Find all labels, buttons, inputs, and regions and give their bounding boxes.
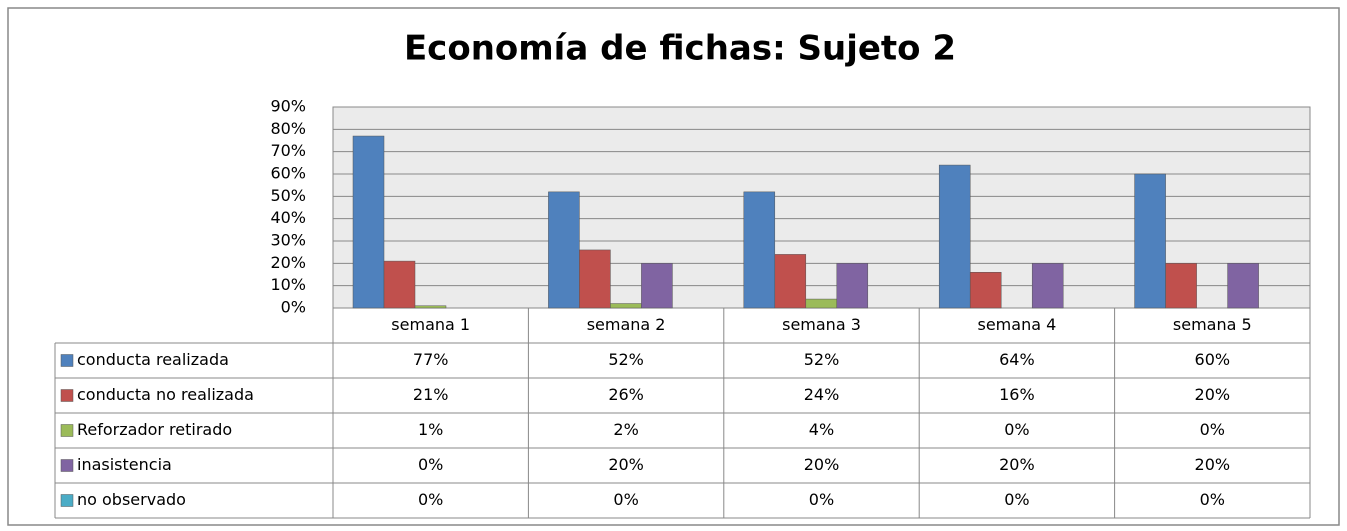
bar — [1031, 263, 1064, 309]
bar — [1134, 173, 1166, 309]
data-table-cell: 60% — [1195, 350, 1231, 369]
bar — [805, 298, 838, 309]
legend-key — [60, 494, 74, 507]
bar — [548, 191, 580, 309]
bar — [641, 263, 673, 309]
legend-key — [60, 424, 74, 437]
data-table-cell: 0% — [1200, 490, 1225, 509]
legend-label: Reforzador retirado — [77, 420, 232, 439]
data-table-cell: 0% — [613, 490, 638, 509]
bar — [938, 164, 971, 309]
x-tick-label: semana 5 — [1173, 315, 1252, 334]
bar — [969, 272, 1002, 309]
data-table-cell: 24% — [804, 385, 840, 404]
legend-key — [60, 354, 74, 367]
data-table-cell: 0% — [1004, 490, 1029, 509]
data-table-cell: 0% — [418, 455, 443, 474]
data-table-cell: 20% — [804, 455, 840, 474]
data-table-cell: 0% — [418, 490, 443, 509]
legend-key — [60, 459, 74, 472]
data-table-cell: 1% — [418, 420, 443, 439]
data-table-cell: 4% — [809, 420, 834, 439]
y-tick-label: 50% — [270, 186, 306, 205]
bar — [579, 249, 611, 309]
x-tick-label: semana 4 — [978, 315, 1057, 334]
bar — [1165, 263, 1197, 309]
y-tick-label: 80% — [270, 119, 306, 138]
bar — [610, 303, 642, 309]
bar — [414, 305, 447, 309]
y-tick-label: 90% — [270, 97, 306, 116]
x-tick-label: semana 2 — [587, 315, 666, 334]
bar — [774, 254, 807, 309]
bar — [352, 135, 385, 309]
bar — [1227, 263, 1259, 309]
data-table-cell: 52% — [804, 350, 840, 369]
chart-title: Economía de fichas: Sujeto 2 — [404, 29, 956, 69]
legend-label: conducta realizada — [77, 350, 229, 369]
data-table-cell: 0% — [809, 490, 834, 509]
y-tick-label: 20% — [270, 253, 306, 272]
data-table-cell: 20% — [1195, 455, 1231, 474]
data-table-cell: 16% — [999, 385, 1035, 404]
data-table-cell: 2% — [613, 420, 638, 439]
y-tick-label: 0% — [281, 298, 306, 317]
data-table-cell: 0% — [1200, 420, 1225, 439]
y-tick-label: 30% — [270, 231, 306, 250]
y-tick-label: 10% — [270, 275, 306, 294]
y-tick-label: 60% — [270, 164, 306, 183]
bar — [383, 260, 416, 309]
bar — [743, 191, 776, 309]
legend-label: inasistencia — [77, 455, 172, 474]
data-table-cell: 21% — [413, 385, 449, 404]
y-tick-label: 70% — [270, 141, 306, 160]
data-table-cell: 20% — [608, 455, 644, 474]
legend-key — [60, 389, 74, 402]
data-table-cell: 77% — [413, 350, 449, 369]
bar — [836, 263, 869, 309]
data-table-cell: 52% — [608, 350, 644, 369]
data-table-cell: 20% — [1195, 385, 1231, 404]
data-table-cell: 0% — [1004, 420, 1029, 439]
data-table-cell: 64% — [999, 350, 1035, 369]
legend-label: no observado — [77, 490, 186, 509]
x-tick-label: semana 1 — [391, 315, 470, 334]
y-tick-label: 40% — [270, 208, 306, 227]
data-table-cell: 20% — [999, 455, 1035, 474]
data-table-cell: 26% — [608, 385, 644, 404]
x-tick-label: semana 3 — [782, 315, 861, 334]
legend-label: conducta no realizada — [77, 385, 254, 404]
